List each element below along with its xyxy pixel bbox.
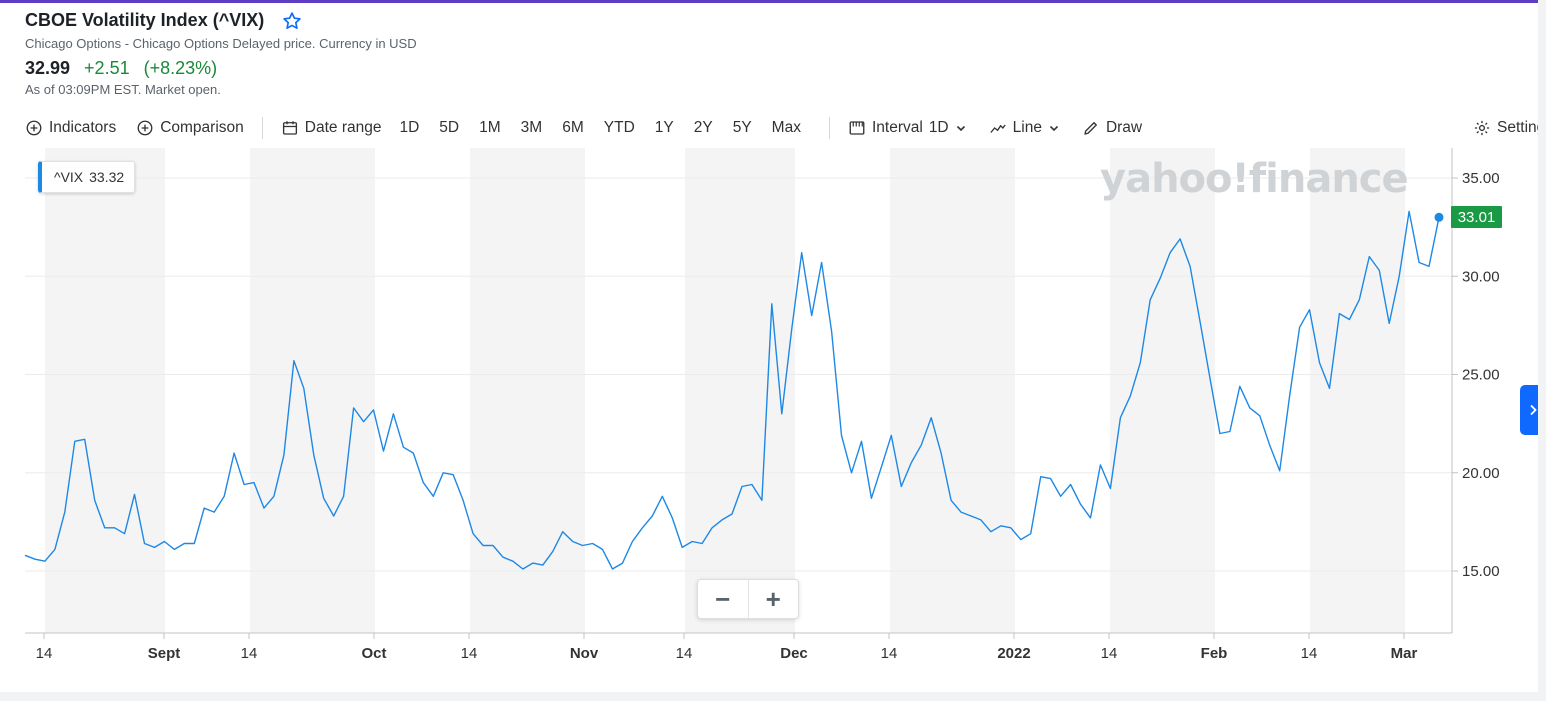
interval-label: Interval <box>871 119 923 136</box>
indicators-label: Indicators <box>49 119 117 136</box>
page-bottom-bar <box>0 692 1546 701</box>
comparison-label: Comparison <box>160 119 244 136</box>
x-tick-label: 14 <box>1101 645 1118 662</box>
range-5d[interactable]: 5D <box>439 119 460 136</box>
line-chart-icon <box>989 124 1006 133</box>
gear-icon <box>1474 120 1490 136</box>
x-tick-label: Feb <box>1201 645 1228 662</box>
range-1d[interactable]: 1D <box>399 119 420 136</box>
toolbar-divider <box>261 117 263 139</box>
settings-label: Settings <box>1497 119 1546 136</box>
range-ytd[interactable]: YTD <box>603 119 635 136</box>
range-6m[interactable]: 6M <box>562 119 584 136</box>
quote-change-percent: (+8.23%) <box>143 58 218 78</box>
x-tick-label: 14 <box>241 645 258 662</box>
zoom-out-button[interactable]: − <box>715 583 731 614</box>
quote-price: 32.99 <box>25 58 71 78</box>
range-3m[interactable]: 3M <box>520 119 543 136</box>
chevron-right-icon <box>1530 404 1537 416</box>
x-tick-label: Nov <box>570 645 599 662</box>
indicators-button[interactable]: Indicators <box>25 119 116 137</box>
last-price-tag: 33.01 <box>1451 206 1502 228</box>
zoom-controls: − + <box>697 579 799 619</box>
date-range-button[interactable]: Date range <box>281 119 382 137</box>
chevron-down-icon <box>1049 125 1059 132</box>
candlestick-icon <box>849 121 865 135</box>
range-max[interactable]: Max <box>771 119 801 136</box>
x-tick-label: 2022 <box>997 645 1030 662</box>
hover-value: 33.32 <box>89 169 125 185</box>
y-tick-label: 35.00 <box>1462 170 1500 187</box>
x-tick-label: Sept <box>148 645 181 662</box>
x-tick-label: Oct <box>361 645 386 662</box>
quote-subtitle: Chicago Options - Chicago Options Delaye… <box>25 36 417 51</box>
comparison-button[interactable]: Comparison <box>136 119 244 137</box>
interval-dropdown[interactable]: Interval 1D <box>848 119 967 137</box>
shaded-band <box>890 148 1015 633</box>
x-tick-label: 14 <box>1301 645 1318 662</box>
draw-label: Draw <box>1105 119 1143 136</box>
range-2y[interactable]: 2Y <box>693 119 713 136</box>
interval-value: 1D <box>928 119 949 136</box>
vix-series-line <box>24 210 1440 570</box>
toolbar-divider <box>828 117 830 139</box>
chevron-down-icon <box>956 125 965 132</box>
page-title: CBOE Volatility Index (^VIX) <box>25 10 265 30</box>
range-1m[interactable]: 1M <box>479 119 501 136</box>
chart-type-dropdown[interactable]: Line <box>989 119 1060 137</box>
settings-button[interactable]: Settings <box>1473 114 1546 142</box>
last-point-marker <box>1434 212 1444 222</box>
page-right-gutter <box>1538 0 1546 701</box>
chart-toolbar: Indicators Comparison Date range 1D 5D 1… <box>25 114 1142 142</box>
x-tick-label: 14 <box>676 645 693 662</box>
shaded-band <box>250 148 375 633</box>
draw-button[interactable]: Draw <box>1082 119 1142 137</box>
shaded-band <box>45 148 165 633</box>
shaded-band <box>1110 148 1215 633</box>
y-tick-label: 25.00 <box>1462 367 1500 384</box>
x-tick-label: 14 <box>461 645 478 662</box>
shaded-band <box>470 148 585 633</box>
chart-type-label: Line <box>1012 119 1042 136</box>
zoom-in-button[interactable]: + <box>747 580 799 618</box>
x-tick-label: 14 <box>881 645 898 662</box>
y-tick-label: 20.00 <box>1462 465 1500 482</box>
x-tick-label: Mar <box>1391 645 1418 662</box>
plus-circle-icon <box>26 120 42 136</box>
date-range-label: Date range <box>304 119 382 136</box>
plus-circle-icon <box>137 120 153 136</box>
x-tick-label: Dec <box>780 645 808 662</box>
y-tick-label: 30.00 <box>1462 268 1500 285</box>
calendar-icon <box>282 121 297 135</box>
quote-header: CBOE Volatility Index (^VIX) Chicago Opt… <box>25 10 417 97</box>
quote-timestamp: As of 03:09PM EST. Market open. <box>25 82 221 97</box>
range-selector: 1D 5D 1M 3M 6M YTD 1Y 2Y 5Y Max <box>389 119 811 137</box>
range-5y[interactable]: 5Y <box>732 119 752 136</box>
top-accent-bar <box>0 0 1546 3</box>
y-tick-label: 15.00 <box>1462 563 1500 580</box>
hover-value-tag: ^VIX 33.32 <box>38 161 136 193</box>
hover-symbol: ^VIX <box>54 169 84 185</box>
yahoo-finance-watermark: yahoo!finance <box>1100 156 1409 202</box>
quote-change: +2.51 <box>84 58 130 78</box>
shaded-band <box>685 148 795 633</box>
x-tick-label: 14 <box>36 645 53 662</box>
price-chart[interactable]: 15.00 20.00 25.00 30.00 35.00 14 Sept 14 Oct 14 N… <box>0 145 1546 675</box>
range-1y[interactable]: 1Y <box>654 119 674 136</box>
star-icon[interactable] <box>282 11 302 31</box>
shaded-band <box>1310 148 1405 633</box>
pencil-icon <box>1084 122 1097 135</box>
